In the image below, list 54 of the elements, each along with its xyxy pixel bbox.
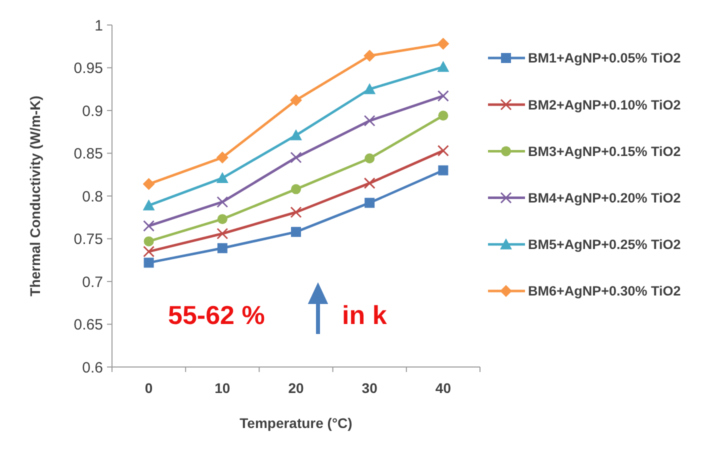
point — [144, 236, 154, 246]
point — [364, 177, 376, 189]
point — [437, 60, 450, 72]
y-tick-label: 0.95 — [74, 60, 103, 77]
point — [364, 50, 376, 62]
x-tick-label: 20 — [288, 380, 304, 396]
legend-label: BM2+AgNP+0.10% TiO2 — [528, 97, 681, 112]
legend-label: BM3+AgNP+0.15% TiO2 — [528, 144, 681, 159]
y-tick-label: 0.85 — [74, 146, 103, 162]
y-tick-label: 0.6 — [82, 359, 103, 376]
point — [142, 178, 155, 190]
point — [291, 184, 301, 194]
legend-label: BM1+AgNP+0.05% TiO2 — [528, 50, 681, 66]
point — [364, 198, 375, 208]
point — [438, 110, 448, 121]
point — [438, 165, 448, 176]
x-tick-label: 0 — [144, 380, 153, 396]
point — [143, 246, 155, 258]
y-tick-label: 0.75 — [74, 231, 103, 248]
point — [217, 214, 228, 224]
point — [217, 243, 228, 254]
point — [216, 172, 228, 184]
point — [290, 129, 302, 140]
point — [290, 152, 302, 164]
point — [143, 220, 155, 232]
x-axis-title: Temperature (°C) — [240, 415, 352, 431]
x-tick-label: 10 — [214, 380, 230, 396]
point — [364, 153, 375, 164]
y-axis-title: Thermal Conductivity (W/m-K) — [27, 96, 43, 296]
legend-label: BM6+AgNP+0.30% TiO2 — [528, 284, 681, 299]
point — [216, 152, 228, 164]
point — [144, 258, 154, 268]
point — [142, 199, 155, 210]
point — [364, 115, 376, 127]
y-tick-label: 0.7 — [82, 274, 103, 291]
annotation: in k — [342, 300, 388, 330]
y-tick-label: 0.8 — [82, 188, 103, 206]
y-tick-label: 0.9 — [82, 102, 103, 120]
point — [216, 228, 228, 240]
x-tick-label: 40 — [435, 380, 452, 396]
point — [290, 206, 302, 218]
point — [291, 226, 301, 237]
point — [437, 144, 449, 156]
point — [437, 90, 449, 102]
point — [216, 196, 228, 208]
point — [290, 94, 302, 106]
x-tick-label: 30 — [362, 380, 378, 396]
point — [364, 83, 376, 94]
point — [437, 38, 450, 50]
y-tick-label: 1 — [94, 17, 103, 34]
annotation: 55-62 % — [168, 300, 265, 330]
legend-label: BM5+AgNP+0.25% TiO2 — [528, 237, 681, 252]
legend-label: BM4+AgNP+0.20% TiO2 — [528, 190, 681, 206]
y-tick-label: 0.65 — [74, 316, 103, 334]
